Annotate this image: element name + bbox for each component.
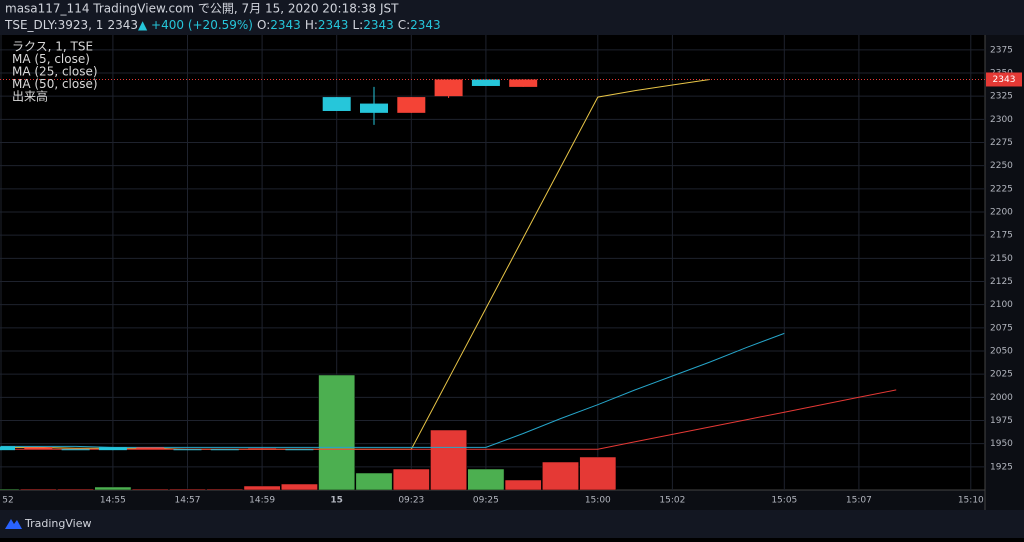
y-tick-label: 2175 <box>990 231 1013 241</box>
quote-line: TSE_DLY:3923, 1 2343▲ +400 (+20.59%) O:234… <box>4 18 441 32</box>
candle-body <box>0 446 15 451</box>
x-tick-label: 52 <box>2 496 13 506</box>
time-axis-bg <box>0 490 985 510</box>
y-tick-label: 2275 <box>990 138 1013 148</box>
x-tick-label: 15:07 <box>846 496 872 506</box>
change: ▲ +400 (+20.59%) <box>138 18 253 32</box>
volume-bar <box>94 486 132 490</box>
logo <box>5 519 22 529</box>
volume-bar <box>318 374 356 490</box>
candle-body <box>509 79 538 87</box>
candle-body <box>136 447 165 450</box>
plot <box>0 35 985 490</box>
x-tick-label: 15:02 <box>659 496 685 506</box>
footer-bg <box>0 510 1024 538</box>
volume-bar <box>467 468 505 490</box>
x-tick-label: 09:23 <box>398 496 424 506</box>
legend-entry: 出来高 <box>12 89 48 104</box>
x-tick-label: 15:00 <box>585 496 611 506</box>
y-tick-label: 2150 <box>990 254 1013 264</box>
ohlc-value: 2343 <box>410 18 441 32</box>
volume-bar <box>131 488 169 490</box>
volume-bar <box>392 468 430 490</box>
y-tick-label: 2000 <box>990 393 1013 403</box>
volume-bar <box>355 472 393 490</box>
y-tick-label: 2375 <box>990 45 1013 55</box>
candle-body <box>360 103 388 113</box>
x-tick-label: 09:25 <box>473 496 499 506</box>
ohlc-value: 2343 <box>270 18 301 32</box>
volume-bar <box>243 485 281 490</box>
volume-bar <box>19 488 57 490</box>
volume-bar <box>169 488 206 490</box>
price-axis-bg <box>985 35 1024 510</box>
volume-bar <box>281 483 318 490</box>
y-tick-label: 1975 <box>990 416 1013 426</box>
candle-body <box>322 97 351 111</box>
brand: TradingView <box>24 517 91 530</box>
x-tick-label: 15 <box>330 496 343 506</box>
candle-body <box>248 448 277 450</box>
last-price: 2343 <box>107 18 138 32</box>
y-tick-label: 1925 <box>990 462 1013 472</box>
candle-body <box>61 449 90 451</box>
y-tick-label: 2325 <box>990 92 1013 102</box>
legend-entry: MA (5, close) <box>12 52 90 66</box>
y-tick-label: 2250 <box>990 161 1013 171</box>
y-tick-label: 2075 <box>990 323 1013 333</box>
volume-bar <box>206 488 244 490</box>
candle-body <box>98 447 127 451</box>
candle-body <box>210 449 239 451</box>
volume-bar <box>0 488 20 490</box>
candle-body <box>173 449 202 451</box>
x-tick-label: 14:55 <box>100 496 126 506</box>
candle-body <box>24 447 53 450</box>
x-tick-label: 15:05 <box>771 496 797 506</box>
y-tick-label: 2225 <box>990 184 1013 194</box>
y-tick-label: 2100 <box>990 300 1013 310</box>
volume-bar <box>579 456 617 490</box>
volume-bar <box>504 479 542 490</box>
y-tick-label: 1950 <box>990 439 1013 449</box>
plot-bg <box>0 35 985 490</box>
legend-entry: MA (50, close) <box>12 77 98 91</box>
price-label: 2343 <box>993 75 1016 85</box>
ohlc-label: O: <box>257 18 270 32</box>
candle-body <box>397 97 426 113</box>
ohlc-label: H: <box>305 18 318 32</box>
header-bg <box>0 0 1024 35</box>
y-tick-label: 2300 <box>990 115 1013 125</box>
price-label-bg <box>986 72 1022 87</box>
y-tick-label: 2050 <box>990 346 1013 356</box>
ma-line <box>1 332 785 448</box>
candle-body <box>434 79 463 97</box>
ohlc-value: 2343 <box>318 18 349 32</box>
legend-entry: ラクス, 1, TSE <box>12 40 93 54</box>
y-tick-label: 2125 <box>990 277 1013 287</box>
x-tick-label: 14:59 <box>249 496 275 506</box>
x-tick-label: 15:10 <box>958 496 984 506</box>
legend-entry: MA (25, close) <box>12 65 98 79</box>
ohlc-label: L: <box>352 18 363 32</box>
y-tick-label: 2200 <box>990 207 1013 217</box>
volume-bar <box>57 488 94 490</box>
volume-bar <box>430 429 468 490</box>
candle-body <box>285 449 314 451</box>
candle-body <box>471 79 500 86</box>
ohlc-value: 2343 <box>363 18 394 32</box>
symbol: TSE_DLY:3923, 1 <box>4 18 103 32</box>
x-tick-label: 14:57 <box>175 496 201 506</box>
volume-bar <box>542 461 579 490</box>
ohlc-label: C: <box>398 18 410 32</box>
y-tick-label: 2025 <box>990 370 1013 380</box>
header: masa117_114 TradingView.com で公開, 7月 15, … <box>5 2 399 16</box>
